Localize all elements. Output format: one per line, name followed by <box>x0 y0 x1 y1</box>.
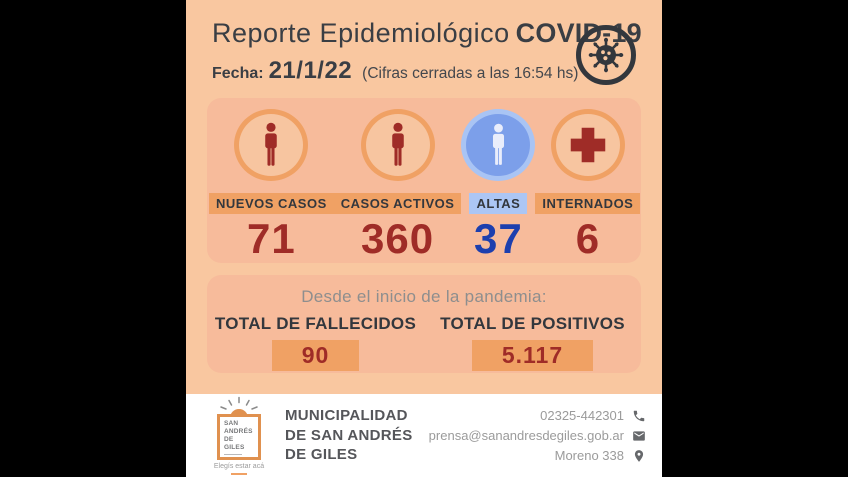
person-icon <box>461 109 536 181</box>
contact-address: Moreno 338 <box>429 448 646 463</box>
stat-label: INTERNADOS <box>535 193 641 214</box>
phone-icon <box>632 409 646 423</box>
header: Reporte Epidemiológico COVID-19 Fecha: 21… <box>212 18 642 85</box>
date-label: Fecha: <box>212 65 264 82</box>
badge-line: ANDRÉS <box>224 427 253 435</box>
total-positivos: TOTAL DE POSITIVOS 5.117 <box>424 314 641 371</box>
stat-value: 71 <box>247 215 296 262</box>
stat-label: ALTAS <box>469 193 528 214</box>
mail-icon <box>632 429 646 443</box>
badge-dash <box>224 454 242 456</box>
total-label: TOTAL DE POSITIVOS <box>440 314 625 333</box>
totals-heading: Desde el inicio de la pandemia: <box>301 287 547 306</box>
org-line: DE SAN ANDRÉS <box>285 426 413 444</box>
logo-badge: SAN ANDRÉS DE GILES <box>217 413 261 461</box>
email-address: prensa@sanandresdegiles.gob.ar <box>428 428 624 443</box>
person-icon <box>234 109 309 181</box>
date-value: 21/1/22 <box>268 57 353 84</box>
title-regular: Reporte Epidemiológico <box>212 18 510 48</box>
total-fallecidos: TOTAL DE FALLECIDOS 90 <box>207 314 424 371</box>
stat-value: 6 <box>575 215 601 262</box>
report-card: Reporte Epidemiológico COVID-19 Fecha: 21… <box>186 0 662 477</box>
contact-info: 02325-442301 prensa@sanandresdegiles.gob… <box>429 403 646 468</box>
tagline-underline <box>231 473 247 476</box>
stat-value: 37 <box>474 215 523 262</box>
total-value: 5.117 <box>471 340 594 371</box>
org-line: MUNICIPALIDAD <box>285 406 408 424</box>
org-name: MUNICIPALIDAD DE SAN ANDRÉS DE GILES <box>285 406 413 465</box>
totals-row: TOTAL DE FALLECIDOS 90 TOTAL DE POSITIVO… <box>207 314 641 371</box>
badge-line: SAN <box>224 419 239 427</box>
org-line: DE GILES <box>285 446 358 464</box>
stat-nuevos-casos: NUEVOS CASOS 71 <box>209 98 334 263</box>
stats-panel: NUEVOS CASOS 71 CASOS ACTIVOS 360 <box>207 98 641 263</box>
stat-casos-activos: CASOS ACTIVOS 360 <box>333 98 462 263</box>
contact-email: prensa@sanandresdegiles.gob.ar <box>429 428 646 443</box>
badge-line: DE GILES <box>224 436 245 452</box>
contact-phone: 02325-442301 <box>429 408 646 423</box>
stat-label: CASOS ACTIVOS <box>333 193 462 214</box>
page-title: Reporte Epidemiológico COVID-19 <box>212 18 642 49</box>
stat-altas: ALTAS 37 <box>461 98 536 263</box>
location-icon <box>632 449 646 463</box>
street-address: Moreno 338 <box>554 448 624 463</box>
date-note: (Cifras cerradas a las 16:54 hs) <box>362 65 579 82</box>
stat-internados: INTERNADOS 6 <box>535 98 641 263</box>
total-label: TOTAL DE FALLECIDOS <box>214 314 417 333</box>
virus-icon <box>576 25 636 85</box>
total-value: 90 <box>271 340 360 371</box>
stat-value: 360 <box>361 215 435 262</box>
person-icon <box>360 109 435 181</box>
date-line: Fecha: 21/1/22 (Cifras cerradas a las 16… <box>212 57 636 85</box>
footer: SAN ANDRÉS DE GILES Elegís estar acá MUN… <box>186 394 662 477</box>
stat-label: NUEVOS CASOS <box>209 193 334 214</box>
logo-tagline: Elegís estar acá <box>213 463 265 471</box>
cross-icon <box>550 109 625 181</box>
municipality-logo: SAN ANDRÉS DE GILES Elegís estar acá <box>208 396 270 476</box>
totals-panel: Desde el inicio de la pandemia: TOTAL DE… <box>207 275 641 373</box>
phone-number: 02325-442301 <box>540 408 624 423</box>
